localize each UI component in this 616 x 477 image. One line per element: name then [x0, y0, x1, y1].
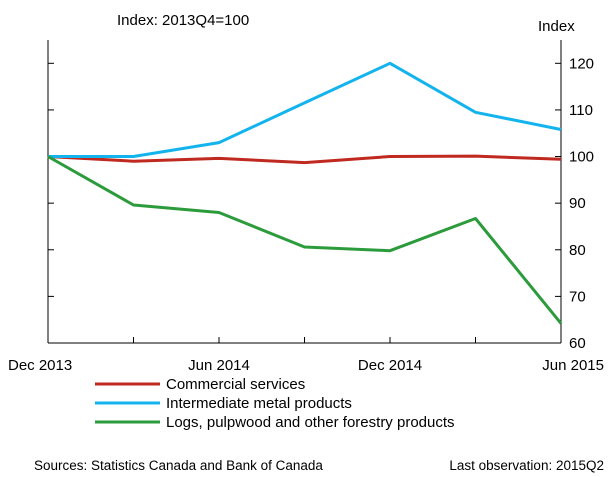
series-lines: [47, 61, 563, 325]
legend: Commercial services Intermediate metal pr…: [95, 376, 455, 431]
x-tick-label: Jun 2015: [542, 357, 604, 374]
axes: [47, 40, 562, 344]
series-line-1: [48, 61, 562, 158]
x-axis-ticks: Dec 2013 Jun 2014 Dec 2014 Jun 2015: [8, 337, 604, 374]
y-tick-label: 60: [569, 335, 586, 352]
y-axis-title: Index: [538, 18, 575, 35]
legend-label-2: Logs, pulpwood and other forestry produc…: [166, 414, 455, 431]
y-axis-ticks: 60 70 80 90 100 110 120: [48, 55, 594, 352]
y-tick-label: 110: [569, 102, 593, 119]
y-tick-label: 120: [569, 55, 594, 72]
y-tick-label: 80: [569, 242, 586, 259]
legend-label-0: Commercial services: [166, 376, 305, 393]
series-line-0: [47, 154, 562, 165]
sources-note: Sources: Statistics Canada and Bank of C…: [34, 458, 323, 473]
x-tick-label: Dec 2013: [8, 357, 72, 374]
chart-subtitle: Index: 2013Q4=100: [117, 12, 249, 29]
y-tick-label: 90: [569, 195, 586, 212]
y-tick-label: 70: [569, 288, 586, 305]
last-observation-note: Last observation: 2015Q2: [449, 458, 604, 473]
x-tick-label: Jun 2014: [188, 357, 250, 374]
legend-label-1: Intermediate metal products: [166, 395, 352, 412]
x-tick-label: Dec 2014: [358, 357, 422, 374]
y-tick-label: 100: [569, 149, 594, 166]
series-line-2: [47, 155, 563, 325]
